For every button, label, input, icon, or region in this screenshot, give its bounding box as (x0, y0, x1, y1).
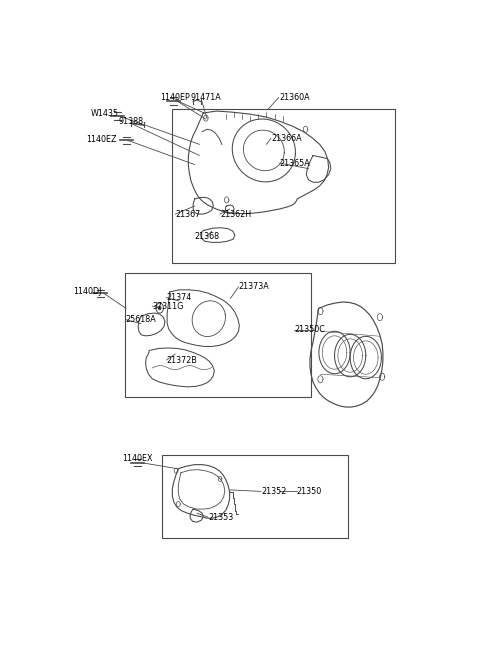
Text: 21374: 21374 (166, 293, 191, 302)
Text: 21350C: 21350C (294, 325, 325, 335)
Bar (162, 455, 348, 539)
Text: 21352: 21352 (261, 487, 286, 496)
Text: 21372B: 21372B (166, 356, 197, 365)
Text: 21362H: 21362H (220, 210, 251, 218)
Text: 21367: 21367 (175, 210, 201, 218)
Text: 25618A: 25618A (125, 315, 156, 324)
Text: 21368: 21368 (194, 232, 219, 241)
Text: 21366A: 21366A (271, 134, 302, 143)
Text: 1140EP: 1140EP (160, 93, 190, 102)
Text: 21353: 21353 (208, 513, 233, 522)
Text: 21373A: 21373A (239, 282, 269, 291)
Text: 21365A: 21365A (279, 159, 310, 167)
Text: 1140EX: 1140EX (122, 454, 153, 463)
Text: W1435: W1435 (91, 109, 119, 117)
Text: 1140EZ: 1140EZ (86, 135, 117, 144)
Polygon shape (158, 306, 161, 310)
Text: 91471A: 91471A (191, 93, 222, 102)
Bar (125, 273, 311, 397)
Text: 37311G: 37311G (152, 302, 184, 310)
Text: 1140DJ: 1140DJ (73, 287, 101, 297)
Text: 21360A: 21360A (279, 93, 310, 102)
Text: 21350: 21350 (297, 487, 322, 496)
Text: 91388: 91388 (119, 117, 144, 126)
Bar (172, 109, 395, 263)
